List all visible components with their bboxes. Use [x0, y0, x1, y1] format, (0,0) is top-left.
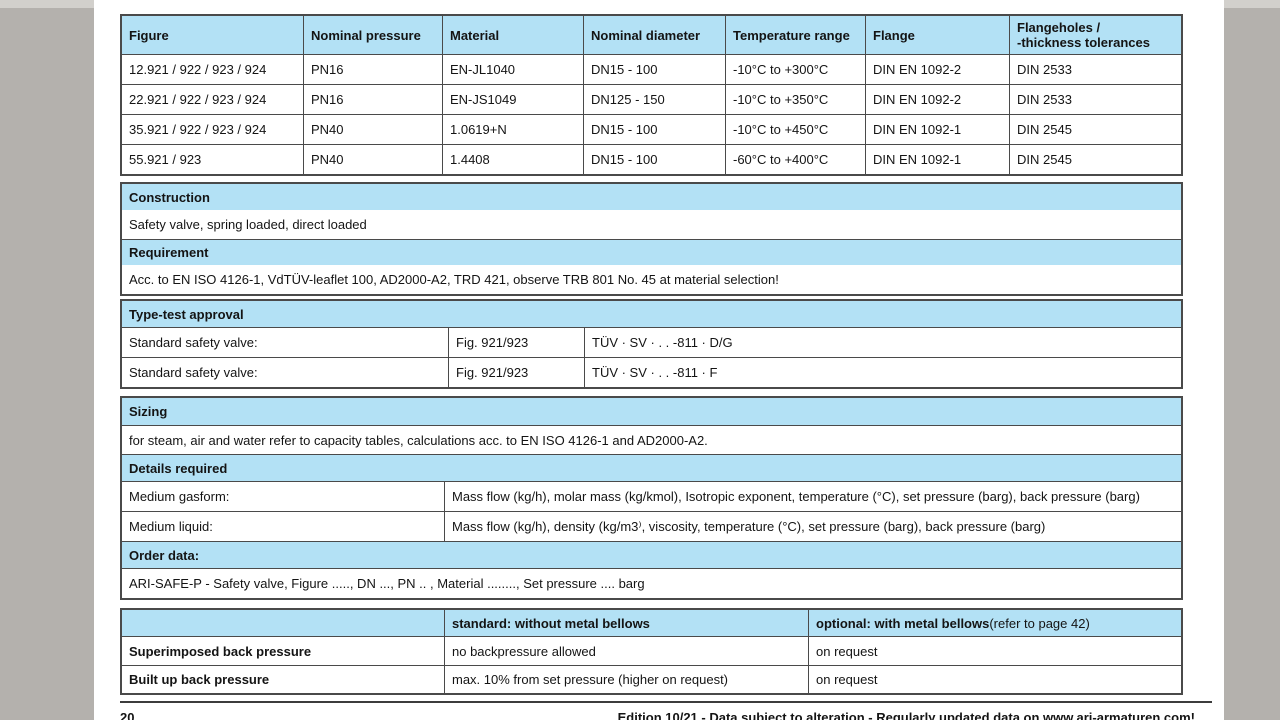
superimposed-back-pressure-standard: no backpressure allowed [444, 637, 808, 665]
spec-cell-flange: DIN EN 1092-2 [865, 55, 1009, 84]
spec-header-temperature-range: Temperature range [725, 16, 865, 54]
type-test-label: Standard safety valve: [129, 365, 258, 380]
spec-header-flangeholes: Flangeholes / -thickness tolerances [1009, 16, 1181, 54]
footer-rule [120, 701, 1212, 703]
type-test-row: Standard safety valve: Fig. 921/923 TÜV … [122, 357, 1181, 387]
requirement-band: Requirement [122, 239, 1181, 265]
construction-requirement-section: Construction Safety valve, spring loaded… [120, 182, 1183, 296]
spec-cell-nominal-diameter: DN15 - 100 [583, 55, 725, 84]
sizing-text: for steam, air and water refer to capaci… [122, 425, 1181, 454]
type-test-figure: Fig. 921/923 [448, 328, 584, 357]
spec-cell-nominal-diameter: DN125 - 150 [583, 85, 725, 114]
spec-cell-flangeholes: DIN 2533 [1009, 55, 1181, 84]
details-required-row: Medium liquid: Mass flow (kg/h), density… [122, 511, 1181, 541]
spec-cell-nominal-diameter: DN15 - 100 [583, 115, 725, 144]
medium-gasform-value: Mass flow (kg/h), molar mass (kg/kmol), … [444, 482, 1181, 511]
spec-table-row: 55.921 / 923 PN40 1.4408 DN15 - 100 -60°… [122, 144, 1181, 174]
back-pressure-row: Superimposed back pressure no backpressu… [122, 636, 1181, 665]
back-pressure-header-blank [122, 610, 444, 636]
order-data-text: ARI-SAFE-P - Safety valve, Figure .....,… [122, 568, 1181, 598]
type-test-approval-number: TÜV · SV · . . -811 · D/G [584, 328, 1181, 357]
back-pressure-table: standard: without metal bellows optional… [120, 608, 1183, 695]
spec-cell-nominal-diameter: DN15 - 100 [583, 145, 725, 174]
back-pressure-header-optional: optional: with metal bellows (refer to p… [808, 610, 1181, 636]
spec-cell-nominal-pressure: PN16 [303, 85, 442, 114]
spec-header-material: Material [442, 16, 583, 54]
page-number: 20 [120, 710, 135, 720]
details-required-row: Medium gasform: Mass flow (kg/h), molar … [122, 481, 1181, 511]
construction-text: Safety valve, spring loaded, direct load… [122, 210, 1181, 239]
type-test-approval-number: TÜV · SV · . . -811 · F [584, 358, 1181, 387]
construction-band: Construction [122, 184, 1181, 210]
spec-table: Figure Nominal pressure Material Nominal… [120, 14, 1183, 176]
spec-cell-material: 1.4408 [442, 145, 583, 174]
superimposed-back-pressure-label: Superimposed back pressure [129, 643, 312, 659]
spec-header-nominal-diameter: Nominal diameter [583, 16, 725, 54]
spec-cell-flange: DIN EN 1092-2 [865, 85, 1009, 114]
page: Figure Nominal pressure Material Nominal… [94, 0, 1224, 720]
spec-table-header-row: Figure Nominal pressure Material Nominal… [122, 16, 1181, 54]
type-test-figure: Fig. 921/923 [448, 358, 584, 387]
spec-cell-figure: 12.921 / 922 / 923 / 924 [129, 62, 267, 77]
spec-cell-temperature-range: -10°C to +450°C [725, 115, 865, 144]
built-up-back-pressure-label: Built up back pressure [129, 672, 270, 687]
spec-header-flange: Flange [865, 16, 1009, 54]
medium-liquid-label: Medium liquid: [129, 519, 213, 534]
superimposed-back-pressure-optional: on request [808, 637, 1181, 665]
footer-edition-note: Edition 10/21 - Data subject to alterati… [617, 710, 1195, 720]
type-test-approval-section: Type-test approval Standard safety valve… [120, 299, 1183, 389]
medium-liquid-value: Mass flow (kg/h), density (kg/m3⁾, visco… [444, 512, 1181, 541]
back-pressure-header-row: standard: without metal bellows optional… [122, 610, 1181, 636]
spec-cell-flange: DIN EN 1092-1 [865, 115, 1009, 144]
page-content: Figure Nominal pressure Material Nominal… [120, 0, 1212, 720]
back-pressure-row: Built up back pressure max. 10% from set… [122, 665, 1181, 693]
spec-cell-temperature-range: -10°C to +300°C [725, 55, 865, 84]
spec-table-row: 12.921 / 922 / 923 / 924 PN16 EN-JL1040 … [122, 54, 1181, 84]
footer: 20 Edition 10/21 - Data subject to alter… [120, 710, 1195, 720]
spec-cell-flangeholes: DIN 2545 [1009, 145, 1181, 174]
spec-table-row: 22.921 / 922 / 923 / 924 PN16 EN-JS1049 … [122, 84, 1181, 114]
spec-header-nominal-pressure: Nominal pressure [303, 16, 442, 54]
back-pressure-header-optional-bold: optional: with metal bellows [816, 615, 990, 631]
spec-cell-figure: 22.921 / 922 / 923 / 924 [129, 92, 267, 107]
built-up-back-pressure-optional: on request [808, 666, 1181, 693]
back-pressure-header-standard: standard: without metal bellows [444, 610, 808, 636]
requirement-text: Acc. to EN ISO 4126-1, VdTÜV-leaflet 100… [122, 265, 1181, 294]
back-pressure-header-optional-note: (refer to page 42) [989, 615, 1090, 631]
spec-cell-nominal-pressure: PN40 [303, 115, 442, 144]
spec-cell-flangeholes: DIN 2545 [1009, 115, 1181, 144]
spec-cell-material: EN-JS1049 [442, 85, 583, 114]
spec-table-row: 35.921 / 922 / 923 / 924 PN40 1.0619+N D… [122, 114, 1181, 144]
spec-cell-temperature-range: -60°C to +400°C [725, 145, 865, 174]
order-data-band: Order data: [122, 541, 1181, 568]
sizing-band: Sizing [122, 398, 1181, 425]
spec-cell-flange: DIN EN 1092-1 [865, 145, 1009, 174]
spec-cell-figure: 35.921 / 922 / 923 / 924 [129, 122, 267, 137]
spec-cell-temperature-range: -10°C to +350°C [725, 85, 865, 114]
type-test-band: Type-test approval [122, 301, 1181, 327]
spec-cell-nominal-pressure: PN40 [303, 145, 442, 174]
details-required-band: Details required [122, 454, 1181, 481]
spec-cell-nominal-pressure: PN16 [303, 55, 442, 84]
sizing-details-order-section: Sizing for steam, air and water refer to… [120, 396, 1183, 600]
built-up-back-pressure-standard: max. 10% from set pressure (higher on re… [444, 666, 808, 693]
spec-cell-material: EN-JL1040 [442, 55, 583, 84]
spec-cell-material: 1.0619+N [442, 115, 583, 144]
medium-gasform-label: Medium gasform: [129, 489, 230, 504]
spec-cell-figure: 55.921 / 923 [129, 152, 202, 167]
type-test-label: Standard safety valve: [129, 335, 258, 350]
spec-header-figure: Figure [129, 27, 169, 43]
spec-cell-flangeholes: DIN 2533 [1009, 85, 1181, 114]
type-test-row: Standard safety valve: Fig. 921/923 TÜV … [122, 327, 1181, 357]
